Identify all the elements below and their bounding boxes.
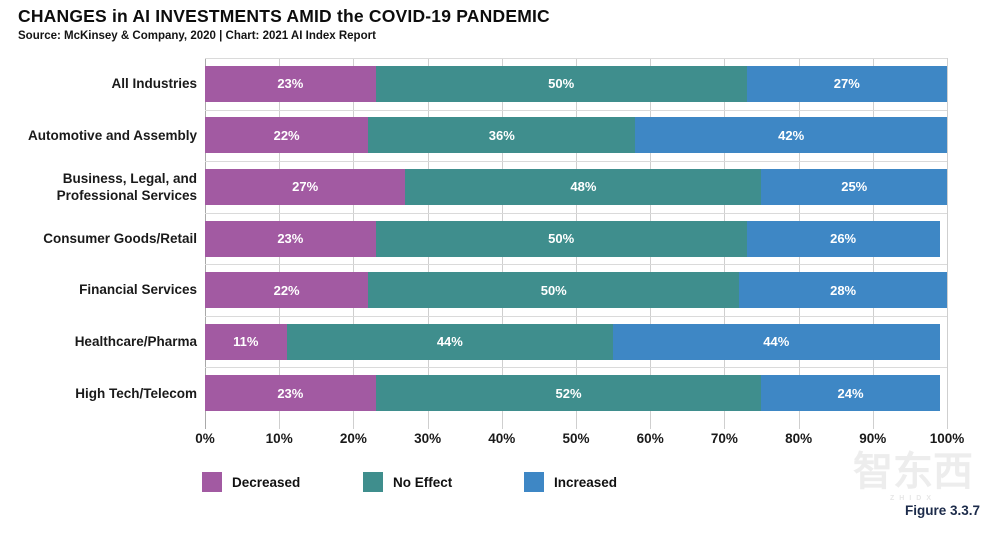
bar-value-label: 23% <box>277 231 304 246</box>
x-tick-label: 40% <box>488 431 516 446</box>
bar-row: 22% 36% 42% <box>205 117 947 154</box>
bar-segment-no-effect: 36% <box>368 117 636 154</box>
bar-value-label: 50% <box>548 231 575 246</box>
row-separator <box>205 315 947 317</box>
bar-value-label: 50% <box>540 282 567 298</box>
x-tick-label: 100% <box>929 431 965 446</box>
bar-value-label: 27% <box>292 179 319 195</box>
x-tick-label: 80% <box>785 431 813 446</box>
bar-segment-decreased: 23% <box>205 375 376 412</box>
x-tick-label: 60% <box>636 431 664 446</box>
bar-segment-decreased: 23% <box>205 65 376 102</box>
bar-segment-no-effect: 52% <box>375 375 762 412</box>
category-label: Financial Services <box>79 282 197 298</box>
plot-area: 23% 50% 27% 22% 36% 42% 27% 48% 25% 23% 50% 26% 22% 5… <box>205 58 948 429</box>
gridline <box>947 58 948 429</box>
bar-segment-increased: 24% <box>761 375 940 412</box>
bar-segment-no-effect: 48% <box>405 168 762 205</box>
row-separator <box>205 367 947 369</box>
legend-swatch <box>202 472 222 492</box>
bar-segment-increased: 27% <box>746 65 947 102</box>
category-label: Consumer Goods/Retail <box>43 230 197 246</box>
bar-segment-increased: 42% <box>635 117 947 154</box>
bar-value-label: 23% <box>277 76 304 92</box>
bar-segment-increased: 44% <box>613 323 940 360</box>
bar-value-label: 25% <box>841 179 868 195</box>
x-tick-label: 0% <box>195 431 215 446</box>
row-separator <box>205 264 947 266</box>
bar-value-label: 50% <box>548 76 575 92</box>
bar-segment-increased: 28% <box>739 272 947 309</box>
category-labels: All Industries Automotive and Assembly Bus… <box>0 58 197 419</box>
bar-value-label: 36% <box>488 127 515 143</box>
row-separator <box>205 161 947 163</box>
bar-row: 23% 50% 27% <box>205 65 947 102</box>
legend-item-increased: Increased <box>524 472 617 492</box>
bar-segment-no-effect: 44% <box>286 323 614 360</box>
legend-item-no-effect: No Effect <box>363 472 452 492</box>
bar-segment-decreased: 27% <box>205 168 406 205</box>
x-tick-label: 70% <box>710 431 738 446</box>
legend-item-decreased: Decreased <box>202 472 300 492</box>
category-label: High Tech/Telecom <box>75 385 197 401</box>
bar-segment-decreased: 22% <box>205 117 369 154</box>
bar-segment-no-effect: 50% <box>375 220 747 257</box>
x-axis: 0% 10% 20% 30% 40% 50% 60% 70% 80% 90% 100% <box>195 431 964 449</box>
x-tick-label: 10% <box>265 431 293 446</box>
bar-segment-decreased: 11% <box>205 323 287 360</box>
bar-value-label: 42% <box>778 127 805 143</box>
watermark-subtext: ZHIDX <box>890 495 936 502</box>
chart-title: CHANGES in AI INVESTMENTS AMID the COVID… <box>18 6 550 26</box>
x-tick-label: 90% <box>859 431 887 446</box>
row-separator <box>205 109 947 111</box>
legend-swatch <box>524 472 544 492</box>
figure-number: Figure 3.3.7 <box>904 503 980 518</box>
bar-value-label: 26% <box>830 231 857 246</box>
category-label: All Industries <box>111 76 197 92</box>
row-separator <box>205 212 947 214</box>
category-label: Automotive and Assembly <box>27 127 197 143</box>
bar-value-label: 52% <box>555 385 582 401</box>
bar-value-label: 44% <box>763 334 790 350</box>
bar-value-label: 48% <box>570 179 597 195</box>
bar-row: 22% 50% 28% <box>205 272 947 309</box>
bar-segment-increased: 26% <box>746 220 940 257</box>
bar-value-label: 28% <box>830 282 857 298</box>
bar-segment-decreased: 22% <box>205 272 369 309</box>
legend-label: Decreased <box>232 474 301 490</box>
category-label: Business, Legal, and Professional Servic… <box>56 170 197 203</box>
bar-value-label: 22% <box>273 282 300 298</box>
bar-value-label: 27% <box>833 76 860 92</box>
legend-label: Increased <box>554 474 618 490</box>
legend: Decreased No Effect Increased <box>0 472 1000 496</box>
bar-segment-no-effect: 50% <box>368 272 740 309</box>
bar-row: 23% 52% 24% <box>205 375 947 412</box>
bar-segment-decreased: 23% <box>205 220 376 257</box>
bar-row: 23% 50% 26% <box>205 220 947 257</box>
chart-source-note: Source: McKinsey & Company, 2020 | Chart… <box>18 30 376 42</box>
bar-value-label: 23% <box>277 385 304 401</box>
legend-swatch <box>363 472 383 492</box>
x-tick-label: 30% <box>414 431 442 446</box>
bar-segment-no-effect: 50% <box>375 65 747 102</box>
bar-row: 27% 48% 25% <box>205 168 947 205</box>
legend-label: No Effect <box>393 474 453 490</box>
category-label: Healthcare/Pharma <box>74 333 197 349</box>
x-tick-label: 50% <box>562 431 590 446</box>
bar-value-label: 44% <box>436 334 463 350</box>
row-separator <box>205 58 947 59</box>
bar-row: 11% 44% 44% <box>205 323 947 360</box>
bar-value-label: 11% <box>233 334 259 350</box>
bar-value-label: 24% <box>837 385 864 401</box>
bar-value-label: 22% <box>273 127 300 143</box>
bar-segment-increased: 25% <box>761 168 947 205</box>
x-tick-label: 20% <box>339 431 367 446</box>
